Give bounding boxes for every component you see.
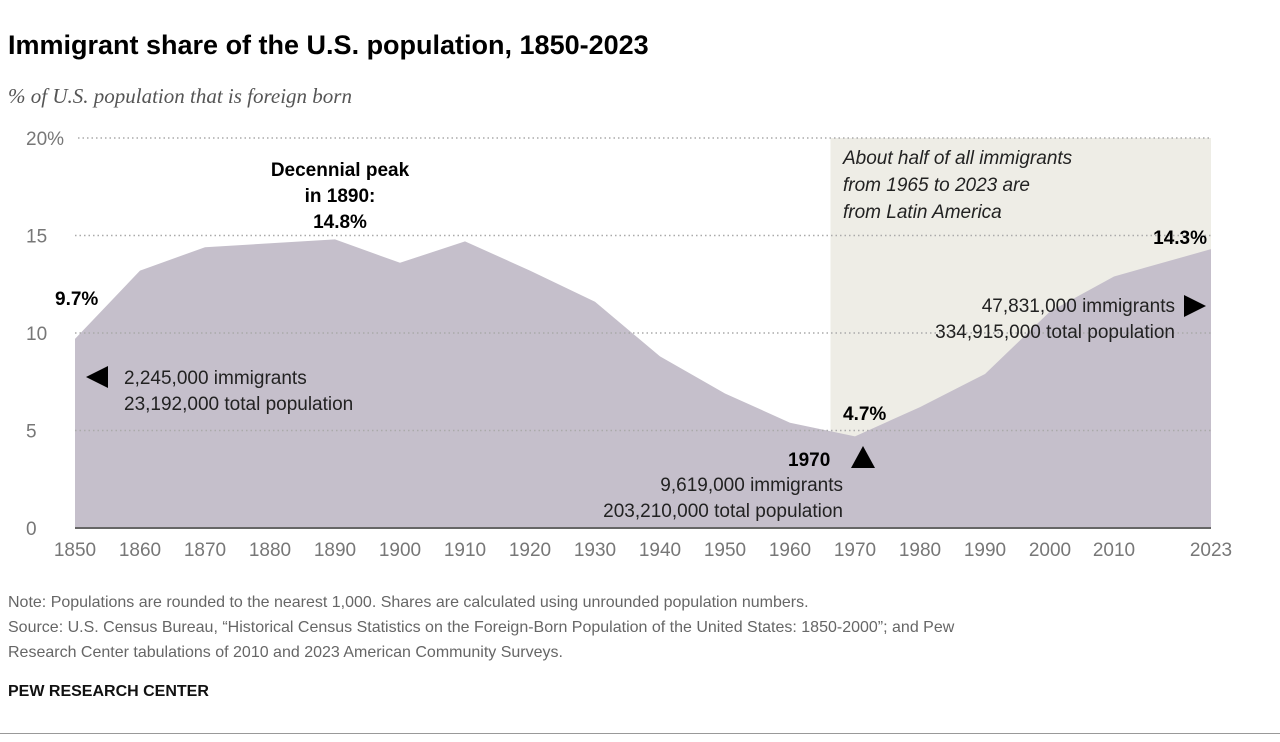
x-tick-label: 1870 xyxy=(184,540,226,561)
x-tick-label: 2023 xyxy=(1190,540,1232,561)
y-tick-label: 20% xyxy=(26,129,64,150)
start-immigrants: 2,245,000 immigrants xyxy=(124,368,307,389)
peak-line-1: Decennial peak xyxy=(270,160,410,181)
end-value-label: 14.3% xyxy=(1153,228,1207,249)
end-population: 334,915,000 total population xyxy=(935,322,1175,343)
x-tick-label: 1990 xyxy=(964,540,1006,561)
x-tick-label: 2010 xyxy=(1093,540,1135,561)
end-immigrants: 47,831,000 immigrants xyxy=(981,296,1175,317)
y-tick-label: 15 xyxy=(26,227,47,248)
x-tick-label: 1850 xyxy=(54,540,96,561)
bottom-divider xyxy=(0,733,1280,734)
left-arrow-icon xyxy=(86,366,108,388)
peak-line-2: in 1890: xyxy=(304,186,376,207)
note-line-3: from Latin America xyxy=(843,202,1002,223)
start-population: 23,192,000 total population xyxy=(124,394,354,415)
x-tick-label: 2000 xyxy=(1029,540,1071,561)
y-tick-label: 5 xyxy=(26,422,37,443)
x-tick-label: 1910 xyxy=(444,540,486,561)
low-detail: 9,619,000 immigrants 203,210,000 total p… xyxy=(500,473,843,525)
footnote: Note: Populations are rounded to the nea… xyxy=(8,594,809,611)
x-tick-label: 1900 xyxy=(379,540,421,561)
brand-logo-text: PEW RESEARCH CENTER xyxy=(8,683,209,700)
x-tick-label: 1970 xyxy=(834,540,876,561)
x-tick-label: 1950 xyxy=(704,540,746,561)
low-value-label: 4.7% xyxy=(843,404,887,425)
area-series xyxy=(75,239,1211,528)
x-tick-label: 1860 xyxy=(119,540,161,561)
start-detail: 2,245,000 immigrants 23,192,000 total po… xyxy=(124,366,353,418)
source-line-1: Source: U.S. Census Bureau, “Historical … xyxy=(8,619,955,636)
end-detail: 47,831,000 immigrants 334,915,000 total … xyxy=(830,294,1175,346)
low-population: 203,210,000 total population xyxy=(603,501,843,522)
x-tick-label: 1880 xyxy=(249,540,291,561)
source-line-2: Research Center tabulations of 2010 and … xyxy=(8,644,563,661)
note-line-2: from 1965 to 2023 are xyxy=(843,175,1030,196)
up-arrow-icon xyxy=(851,446,875,468)
chart-subtitle: % of U.S. population that is foreign bor… xyxy=(8,84,352,108)
x-tick-label: 1890 xyxy=(314,540,356,561)
note-line-1: About half of all immigrants xyxy=(843,148,1073,169)
low-year-label: 1970 xyxy=(788,450,831,471)
peak-line-3: 14.8% xyxy=(313,212,367,233)
highlight-note: About half of all immigrants from 1965 t… xyxy=(843,145,1072,226)
x-tick-label: 1940 xyxy=(639,540,681,561)
y-tick-label: 10 xyxy=(26,324,47,345)
low-immigrants: 9,619,000 immigrants xyxy=(660,475,843,496)
right-arrow-icon xyxy=(1184,295,1206,317)
start-value-label: 9.7% xyxy=(55,289,99,310)
y-tick-label: 0 xyxy=(26,519,37,540)
x-tick-label: 1930 xyxy=(574,540,616,561)
peak-annotation: Decennial peak in 1890: 14.8% xyxy=(230,158,450,236)
x-tick-label: 1980 xyxy=(899,540,941,561)
chart-title: Immigrant share of the U.S. population, … xyxy=(8,30,649,60)
x-tick-label: 1960 xyxy=(769,540,811,561)
area-chart: 0 5 10 15 20% 1850 1860 1870 1880 1890 1900 1910 192… xyxy=(26,129,1232,561)
x-tick-label: 1920 xyxy=(509,540,551,561)
